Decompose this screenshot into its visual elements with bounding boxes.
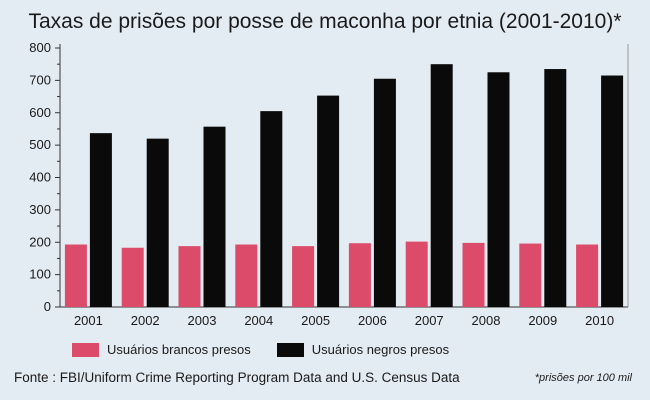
bar-white-2008 [462, 242, 485, 307]
x-tick-label: 2003 [188, 313, 217, 328]
bar-white-2007 [405, 241, 428, 307]
x-tick-label: 2007 [415, 313, 444, 328]
x-tick-label: 2006 [358, 313, 387, 328]
y-tick-label: 0 [44, 299, 51, 314]
bar-white-2006 [348, 243, 371, 307]
bar-black-2010 [601, 75, 624, 307]
bar-white-2002 [121, 247, 144, 307]
bar-black-2004 [260, 111, 283, 307]
bar-white-2010 [576, 244, 599, 307]
bar-white-2005 [292, 246, 315, 307]
legend-item-white: Usuários brancos presos [72, 342, 251, 357]
bar-black-2005 [317, 95, 340, 307]
legend-swatch-black [276, 342, 304, 357]
x-tick-label: 2002 [131, 313, 160, 328]
x-tick-label: 2001 [74, 313, 103, 328]
legend-item-black: Usuários negros presos [276, 342, 450, 357]
y-tick-label: 700 [29, 72, 51, 87]
chart-title: Taxas de prisões por posse de maconha po… [28, 10, 622, 33]
bar-black-2002 [146, 138, 169, 307]
bar-white-2009 [519, 243, 542, 307]
y-tick-label: 800 [29, 40, 51, 55]
bar-black-2009 [544, 69, 567, 307]
y-tick-label: 600 [29, 105, 51, 120]
y-tick-label: 100 [29, 267, 51, 282]
bar-black-2003 [203, 126, 226, 307]
x-tick-label: 2009 [528, 313, 557, 328]
bar-black-2006 [373, 78, 396, 307]
footnote: *prisões por 100 mil [534, 372, 632, 384]
bar-white-2001 [64, 244, 87, 307]
bar-white-2003 [178, 246, 201, 307]
bar-white-2004 [235, 244, 258, 307]
y-tick-label: 400 [29, 170, 51, 185]
source-note: Fonte : FBI/Uniform Crime Reporting Prog… [14, 370, 460, 385]
bar-black-2007 [430, 64, 453, 307]
y-tick-label: 500 [29, 137, 51, 152]
x-tick-label: 2004 [244, 313, 273, 328]
y-tick-label: 300 [29, 202, 51, 217]
chart-legend: Usuários brancos presos Usuários negros … [72, 342, 475, 357]
bar-black-2008 [487, 72, 510, 307]
y-tick-label: 200 [29, 234, 51, 249]
x-tick-label: 2008 [472, 313, 501, 328]
legend-swatch-white [72, 342, 99, 357]
bar-black-2001 [89, 133, 112, 307]
x-tick-label: 2005 [301, 313, 330, 328]
legend-label-black: Usuários negros presos [311, 342, 450, 357]
legend-label-white: Usuários brancos presos [107, 342, 251, 357]
x-tick-label: 2010 [585, 313, 614, 328]
